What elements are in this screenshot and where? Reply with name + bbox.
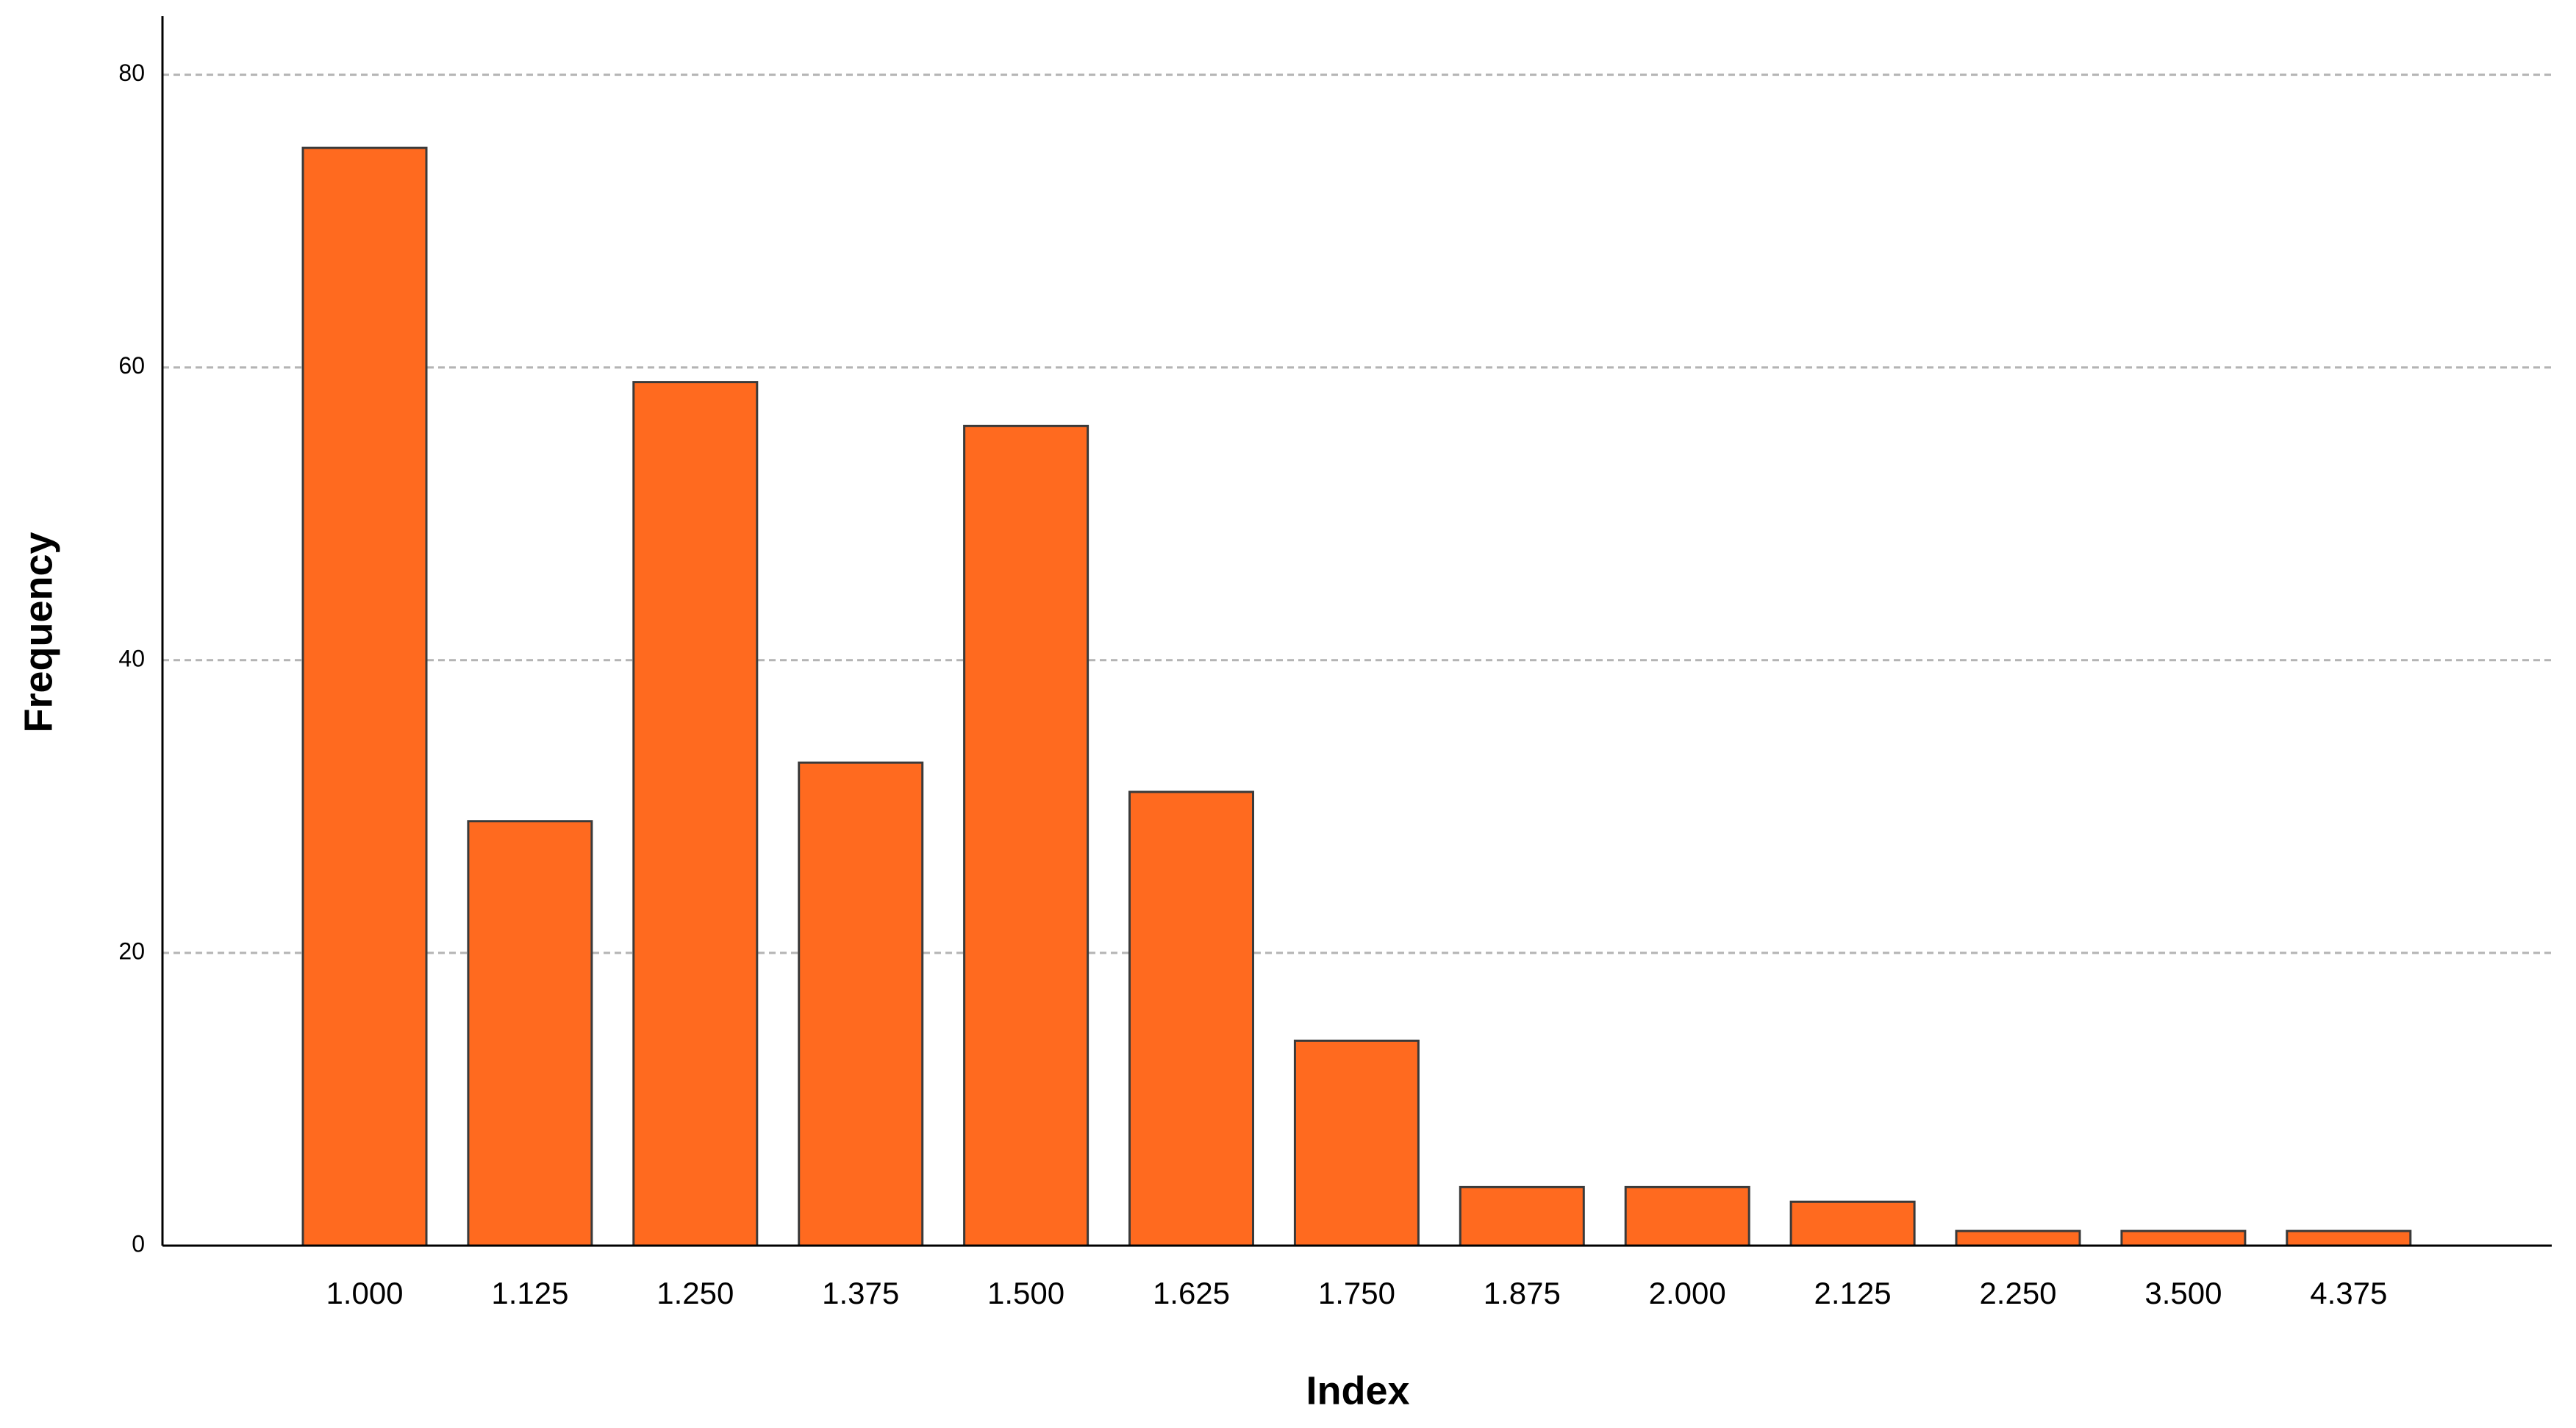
y-tick-label: 20 [118,938,145,964]
x-tick-label: 2.250 [1979,1276,2056,1310]
bar [1624,1185,1750,1247]
x-tick-label: 1.000 [326,1276,403,1310]
y-axis-title: Frequency [16,532,60,732]
y-tick-label: 40 [118,645,145,671]
x-tick-label: 2.000 [1649,1276,1726,1310]
x-tick-label: 1.625 [1153,1276,1230,1310]
x-axis-title: Index [1306,1368,1409,1413]
x-tick-label: 1.125 [491,1276,568,1310]
y-tick-label: 80 [118,60,145,86]
x-tick-label: 1.875 [1484,1276,1561,1310]
bar [2120,1229,2247,1247]
bar [1459,1185,1585,1247]
y-tick-label: 0 [132,1230,145,1257]
x-tick-label: 3.500 [2144,1276,2222,1310]
x-tick-label: 1.375 [822,1276,899,1310]
x-tick-label: 2.125 [1814,1276,1892,1310]
bar [632,381,759,1247]
x-tick-label: 1.750 [1318,1276,1395,1310]
x-tick-label: 4.375 [2310,1276,2387,1310]
bar [1789,1200,1916,1247]
bar [1128,790,1254,1247]
bar [301,146,428,1247]
bar [2286,1229,2412,1247]
bar [1293,1039,1420,1247]
bar [798,761,924,1247]
x-tick-label: 1.250 [656,1276,734,1310]
x-tick-label: 1.500 [987,1276,1065,1310]
y-tick-label: 60 [118,352,145,379]
bar [963,424,1090,1247]
bar [1955,1229,2081,1247]
bar [467,820,593,1247]
